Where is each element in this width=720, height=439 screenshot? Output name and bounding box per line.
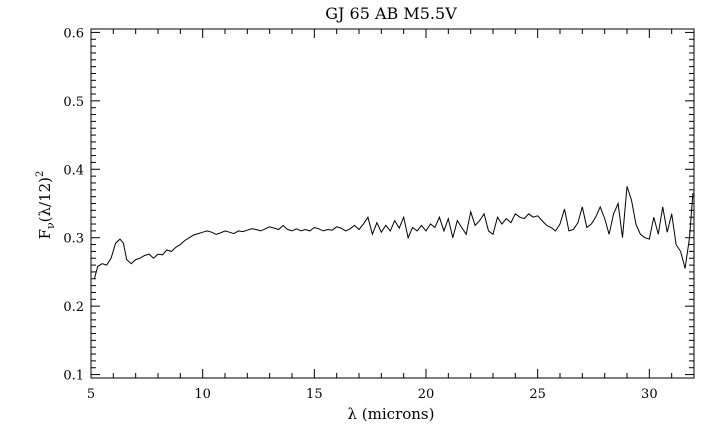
y-tick-label: 0.5: [63, 95, 84, 110]
y-axis-label-sup: 2: [35, 171, 46, 177]
y-axis-label-base: F: [36, 229, 54, 239]
y-axis-label: Fν(λ/12)2: [35, 171, 57, 240]
y-tick-label: 0.2: [63, 300, 84, 315]
x-axis: 5 10 15 20 25 30: [87, 29, 695, 402]
spectrum-line: [93, 186, 694, 279]
x-tick-label: 15: [306, 387, 323, 402]
series-layer: [93, 186, 694, 279]
x-tick-label: 30: [641, 387, 658, 402]
y-tick-label: 0.3: [63, 232, 84, 247]
plot-border: [90, 28, 695, 379]
x-tick-label: 5: [87, 387, 95, 402]
plot-frame: [90, 28, 695, 379]
y-tick-label: 0.1: [63, 369, 84, 384]
x-tick-label: 10: [194, 387, 211, 402]
x-tick-label: 25: [529, 387, 546, 402]
y-axis-label-sub: ν: [44, 222, 57, 229]
y-tick-label: 0.4: [63, 163, 84, 178]
chart-title: GJ 65 AB M5.5V: [325, 4, 457, 23]
y-tick-label: 0.6: [63, 26, 84, 41]
y-axis-label-group: Fν(λ/12)2: [35, 171, 57, 240]
x-axis-label: λ (microns): [348, 405, 435, 423]
y-axis: 0.1 0.2 0.3 0.4 0.5 0.6: [63, 26, 694, 384]
y-axis-label-mid: (λ/12): [36, 177, 54, 222]
x-tick-label: 20: [418, 387, 435, 402]
